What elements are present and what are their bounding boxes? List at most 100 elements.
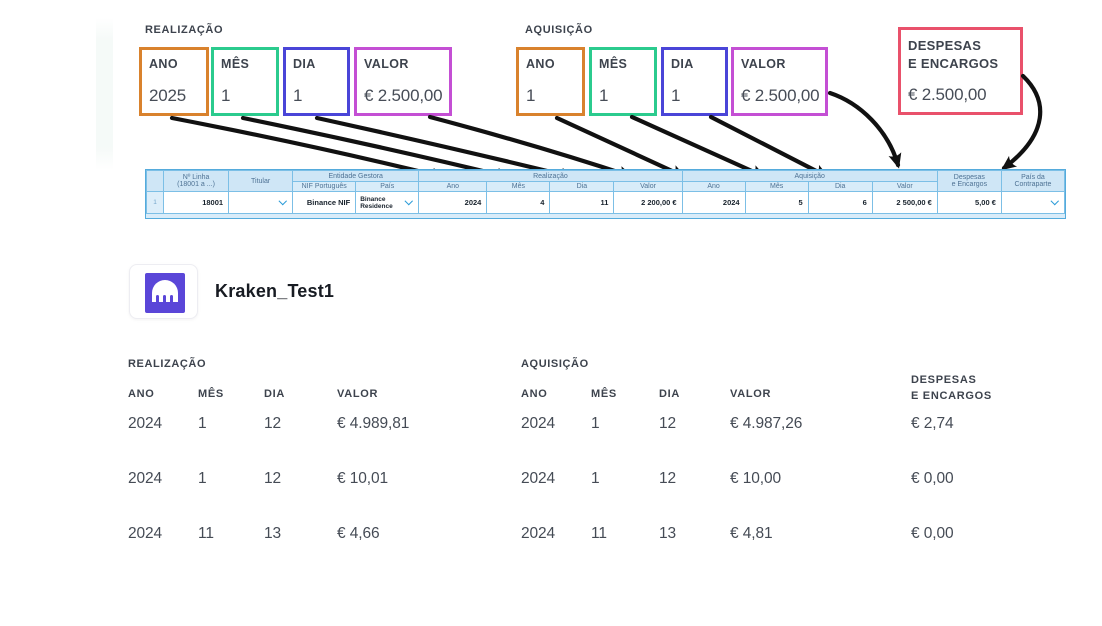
arrow-aquisicao-valor: [827, 90, 902, 169]
results-cell: € 2,74: [911, 415, 954, 432]
kraken-notch: [170, 295, 174, 302]
aquisicao-valor-value: € 2.500,00: [741, 86, 820, 105]
results-cell: € 4.987,26: [730, 415, 803, 432]
sheet-subheader-pais: País: [355, 181, 420, 192]
results-cell: 2024: [521, 415, 556, 432]
sheet-cell-aq-valor[interactable]: 2 500,00 €: [871, 191, 938, 214]
arrow-aquisicao-ano: [554, 115, 687, 179]
realizacao-valor-box: VALOR € 2.500,00: [354, 47, 452, 116]
results-header-real-dia: DIA: [264, 388, 286, 400]
realizacao-valor-label: VALOR: [364, 57, 409, 71]
sheet-header-despesas-line1: Despesas: [953, 173, 985, 181]
aquisicao-valor-box: VALOR € 2.500,00: [731, 47, 828, 116]
results-cell: 1: [198, 470, 207, 487]
results-cell: 13: [659, 525, 677, 542]
sheet-subheader-nif: NIF Português: [292, 181, 357, 192]
results-header-real-mes: MÊS: [198, 388, 224, 400]
sheet-subheader-real-dia: Dia: [549, 181, 615, 192]
results-cell: 1: [591, 415, 600, 432]
sheet-cell-titular-dropdown[interactable]: [228, 191, 294, 214]
sheet-cell-num-linha[interactable]: 18001: [163, 191, 230, 214]
asset-title: Kraken_Test1: [215, 281, 335, 301]
sheet-subheader-aq-ano: Ano: [681, 181, 746, 192]
sheet-subheader-real-ano: Ano: [418, 181, 488, 192]
kraken-notch: [162, 295, 167, 302]
despesas-label-line2: E ENCARGOS: [908, 55, 999, 71]
despesas-value: € 2.500,00: [908, 85, 987, 104]
results-header-despesas-line1: DESPESAS: [911, 374, 977, 386]
aquisicao-mes-label: MÊS: [599, 57, 628, 71]
sheet-cell-aq-ano[interactable]: 2024: [681, 191, 746, 214]
sheet-cell-despesas[interactable]: 5,00 €: [936, 191, 1002, 214]
arrow-aquisicao-mes: [629, 114, 767, 179]
aquisicao-mes-value: 1: [599, 86, 609, 105]
sheet-header-aquisicao: Aquisição: [681, 170, 938, 182]
results-cell: € 4,81: [730, 525, 773, 542]
chevron-down-icon[interactable]: [1050, 196, 1059, 205]
results-header-aq-mes: MÊS: [591, 388, 617, 400]
page-edge-shading: [96, 18, 113, 170]
results-cell: € 0,00: [911, 470, 954, 487]
aquisicao-section-label: AQUISIÇÃO: [525, 24, 593, 36]
sheet-header-despesas-line2: e Encargos: [951, 181, 988, 188]
realizacao-ano-box: ANO 2025: [139, 47, 209, 116]
chevron-down-icon[interactable]: [404, 196, 413, 205]
sheet-cell-real-ano[interactable]: 2024: [418, 191, 488, 214]
aquisicao-dia-label: DIA: [671, 57, 694, 71]
results-cell: € 4.989,81: [337, 415, 410, 432]
results-header-despesas-line2: E ENCARGOS: [911, 390, 992, 402]
despesas-box: DESPESAS E ENCARGOS € 2.500,00: [898, 27, 1023, 115]
sheet-header-contraparte-line2: Contraparte: [1014, 181, 1052, 188]
results-cell: 11: [591, 525, 607, 542]
sheet-corner-cell: [145, 170, 165, 192]
kraken-logo-icon: [144, 272, 185, 313]
results-cell: 12: [659, 470, 677, 487]
sheet-group-header-row: Nº Linha (18001 a ...) Titular Entidade G…: [145, 170, 1066, 192]
spreadsheet-screenshot: Nº Linha (18001 a ...) Titular Entidade G…: [145, 169, 1066, 219]
results-cell: 11: [198, 525, 214, 542]
results-cell: € 10,01: [337, 470, 389, 487]
kraken-notch: [155, 295, 160, 302]
sheet-cell-real-mes[interactable]: 4: [486, 191, 551, 214]
chevron-down-icon[interactable]: [278, 196, 287, 205]
sheet-cell-contraparte-dropdown[interactable]: [1000, 191, 1066, 214]
sheet-row-number: 1: [145, 191, 165, 214]
realizacao-valor-value: € 2.500,00: [364, 86, 443, 105]
results-cell: 12: [264, 415, 282, 432]
results-cell: 2024: [521, 525, 556, 542]
sheet-subheader-aq-dia: Dia: [807, 181, 873, 192]
sheet-subheader-aq-mes: Mês: [744, 181, 809, 192]
sheet-header-num-linha-line2: (18001 a ...): [177, 181, 215, 188]
results-realizacao-label: REALIZAÇÃO: [128, 358, 207, 370]
aquisicao-ano-value: 1: [526, 86, 536, 105]
results-header-aq-valor: VALOR: [730, 388, 772, 400]
sheet-cell-real-dia[interactable]: 11: [549, 191, 615, 214]
realizacao-ano-value: 2025: [149, 86, 187, 105]
sheet-cell-aq-mes[interactable]: 5: [744, 191, 809, 214]
aquisicao-ano-label: ANO: [526, 57, 555, 71]
sheet-cell-pais-dropdown[interactable]: Binance Residence: [355, 191, 420, 214]
sheet-subheader-aq-valor: Valor: [871, 181, 938, 192]
results-cell: 2024: [128, 415, 163, 432]
sheet-header-titular: Titular: [228, 170, 294, 192]
arrow-aquisicao-dia: [708, 114, 830, 179]
results-cell: 2024: [128, 525, 163, 542]
sheet-header-contraparte-line1: País da: [1021, 173, 1045, 181]
results-cell: 2024: [521, 470, 556, 487]
sheet-cell-nif[interactable]: Binance NIF: [292, 191, 357, 214]
sheet-cell-aq-dia[interactable]: 6: [807, 191, 873, 214]
results-header-aq-dia: DIA: [659, 388, 681, 400]
sheet-subheader-real-valor: Valor: [613, 181, 683, 192]
arrow-realizacao-valor: [427, 114, 634, 179]
realizacao-mes-box: MÊS 1: [211, 47, 279, 116]
despesas-label: DESPESAS E ENCARGOS: [908, 37, 998, 72]
sheet-header-despesas: Despesas e Encargos: [936, 170, 1002, 192]
despesas-label-line1: DESPESAS: [908, 38, 982, 53]
sheet-scrollbar[interactable]: [146, 214, 1065, 218]
sheet-header-num-linha-line1: Nº Linha: [182, 173, 210, 181]
realizacao-dia-box: DIA 1: [283, 47, 350, 116]
sheet-header-contraparte: País da Contraparte: [1000, 170, 1066, 192]
asset-card[interactable]: [129, 264, 198, 319]
sheet-cell-real-valor[interactable]: 2 200,00 €: [613, 191, 683, 214]
